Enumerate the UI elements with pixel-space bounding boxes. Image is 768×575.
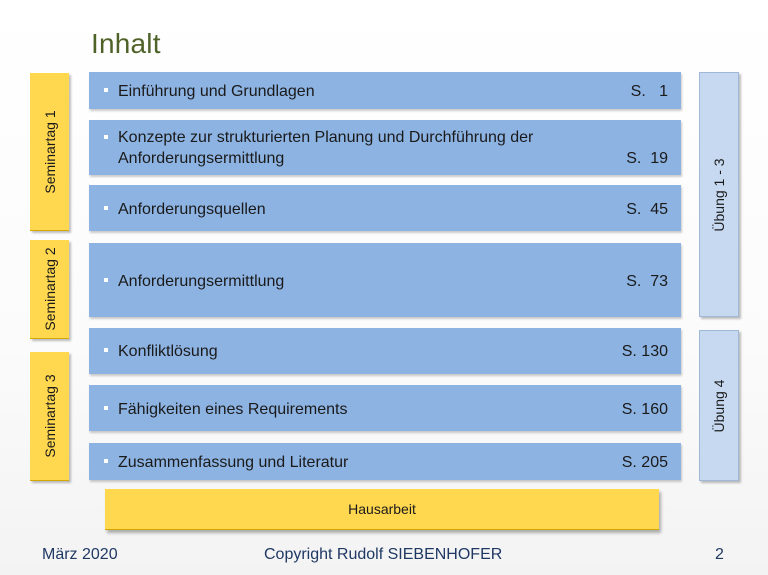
seminartag-1-bar: Seminartag 1 [30, 73, 69, 231]
agenda-row-konfliktloesung: Konfliktlösung S. 130 [89, 328, 681, 374]
bullet-icon [104, 88, 108, 92]
agenda-row-text: Einführung und Grundlagen [118, 83, 315, 100]
agenda-row-text: Konfliktlösung [118, 343, 218, 360]
agenda-row-text-line2: Anforderungsermittlung [118, 150, 285, 167]
agenda-row-page: S. 205 [621, 454, 668, 471]
footer-page-number: 2 [715, 546, 724, 563]
footer-copyright: Copyright Rudolf SIEBENHOFER [264, 546, 503, 563]
agenda-row-page: S. 130 [621, 343, 668, 360]
agenda-row-konzepte: Konzepte zur strukturierten Planung und … [89, 120, 681, 175]
bullet-icon [104, 348, 108, 352]
agenda-row-anforderungsermittlung: Anforderungsermittlung S. 73 [89, 243, 681, 317]
bullet-icon [104, 459, 108, 463]
bullet-icon [104, 206, 108, 210]
agenda-row-page: S. 1 [630, 83, 668, 100]
uebung-4-bar: Übung 4 [699, 330, 739, 481]
agenda-row-zusammenfassung: Zusammenfassung und Literatur S. 205 [89, 443, 681, 480]
seminartag-3-label: Seminartag 3 [41, 374, 58, 458]
agenda-row-faehigkeiten: Fähigkeiten eines Requirements S. 160 [89, 385, 681, 431]
agenda-row-text: Zusammenfassung und Literatur [118, 454, 349, 471]
agenda-row-page: S. 45 [626, 201, 668, 218]
uebung-1-3-label: Übung 1 - 3 [711, 157, 727, 232]
agenda-row-anforderungsquellen: Anforderungsquellen S. 45 [89, 185, 681, 231]
agenda-row-text-line1: Konzepte zur strukturierten Planung und … [118, 129, 534, 146]
bullet-icon [104, 278, 108, 282]
agenda-row-text: Anforderungsermittlung [118, 273, 285, 290]
page-title: Inhalt [91, 28, 161, 59]
bullet-icon [104, 135, 108, 139]
bullet-icon [104, 406, 108, 410]
uebung-4-label: Übung 4 [711, 379, 727, 432]
agenda-row-page: S. 73 [626, 273, 668, 290]
agenda-row-page: S. 160 [621, 401, 668, 418]
agenda-row-text: Anforderungsquellen [118, 201, 266, 218]
uebung-1-3-bar: Übung 1 - 3 [699, 72, 739, 317]
footer-date: März 2020 [42, 546, 118, 563]
agenda-row-page: S. 19 [626, 150, 668, 167]
seminartag-2-label: Seminartag 2 [41, 247, 58, 331]
seminartag-3-bar: Seminartag 3 [30, 352, 69, 481]
agenda-row-einfuehrung: Einführung und Grundlagen S. 1 [89, 72, 681, 109]
hausarbeit-bar: Hausarbeit [105, 489, 659, 530]
seminartag-1-label: Seminartag 1 [41, 109, 58, 194]
agenda-row-text: Fähigkeiten eines Requirements [118, 401, 348, 418]
seminartag-2-bar: Seminartag 2 [30, 240, 69, 339]
